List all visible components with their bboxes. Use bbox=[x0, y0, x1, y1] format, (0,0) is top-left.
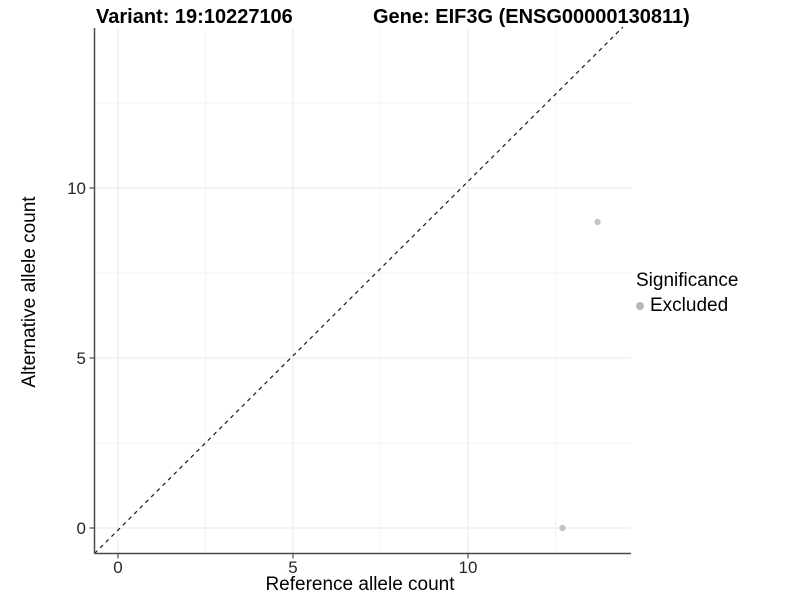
y-tick-label: 10 bbox=[67, 179, 86, 198]
y-axis-title: Alternative allele count bbox=[19, 196, 40, 388]
variant-title: Variant: 19:10227106 bbox=[96, 6, 293, 28]
legend: Significance Excluded bbox=[636, 270, 738, 317]
legend-point-icon bbox=[636, 302, 644, 310]
legend-item-label: Excluded bbox=[650, 295, 729, 316]
x-tick-label: 0 bbox=[113, 558, 122, 577]
data-point bbox=[594, 218, 601, 226]
identity-line bbox=[94, 26, 624, 554]
legend-title: Significance bbox=[636, 270, 739, 291]
gene-title: Gene: EIF3G (ENSG00000130811) bbox=[373, 6, 690, 28]
x-tick-label: 10 bbox=[459, 558, 478, 577]
x-tick-label: 5 bbox=[288, 558, 297, 577]
y-tick-label: 0 bbox=[77, 519, 86, 538]
x-axis-title: Reference allele count bbox=[265, 574, 455, 595]
y-tick-label: 5 bbox=[77, 349, 86, 368]
data-point bbox=[559, 524, 566, 532]
legend-item-excluded: Excluded bbox=[636, 295, 738, 317]
